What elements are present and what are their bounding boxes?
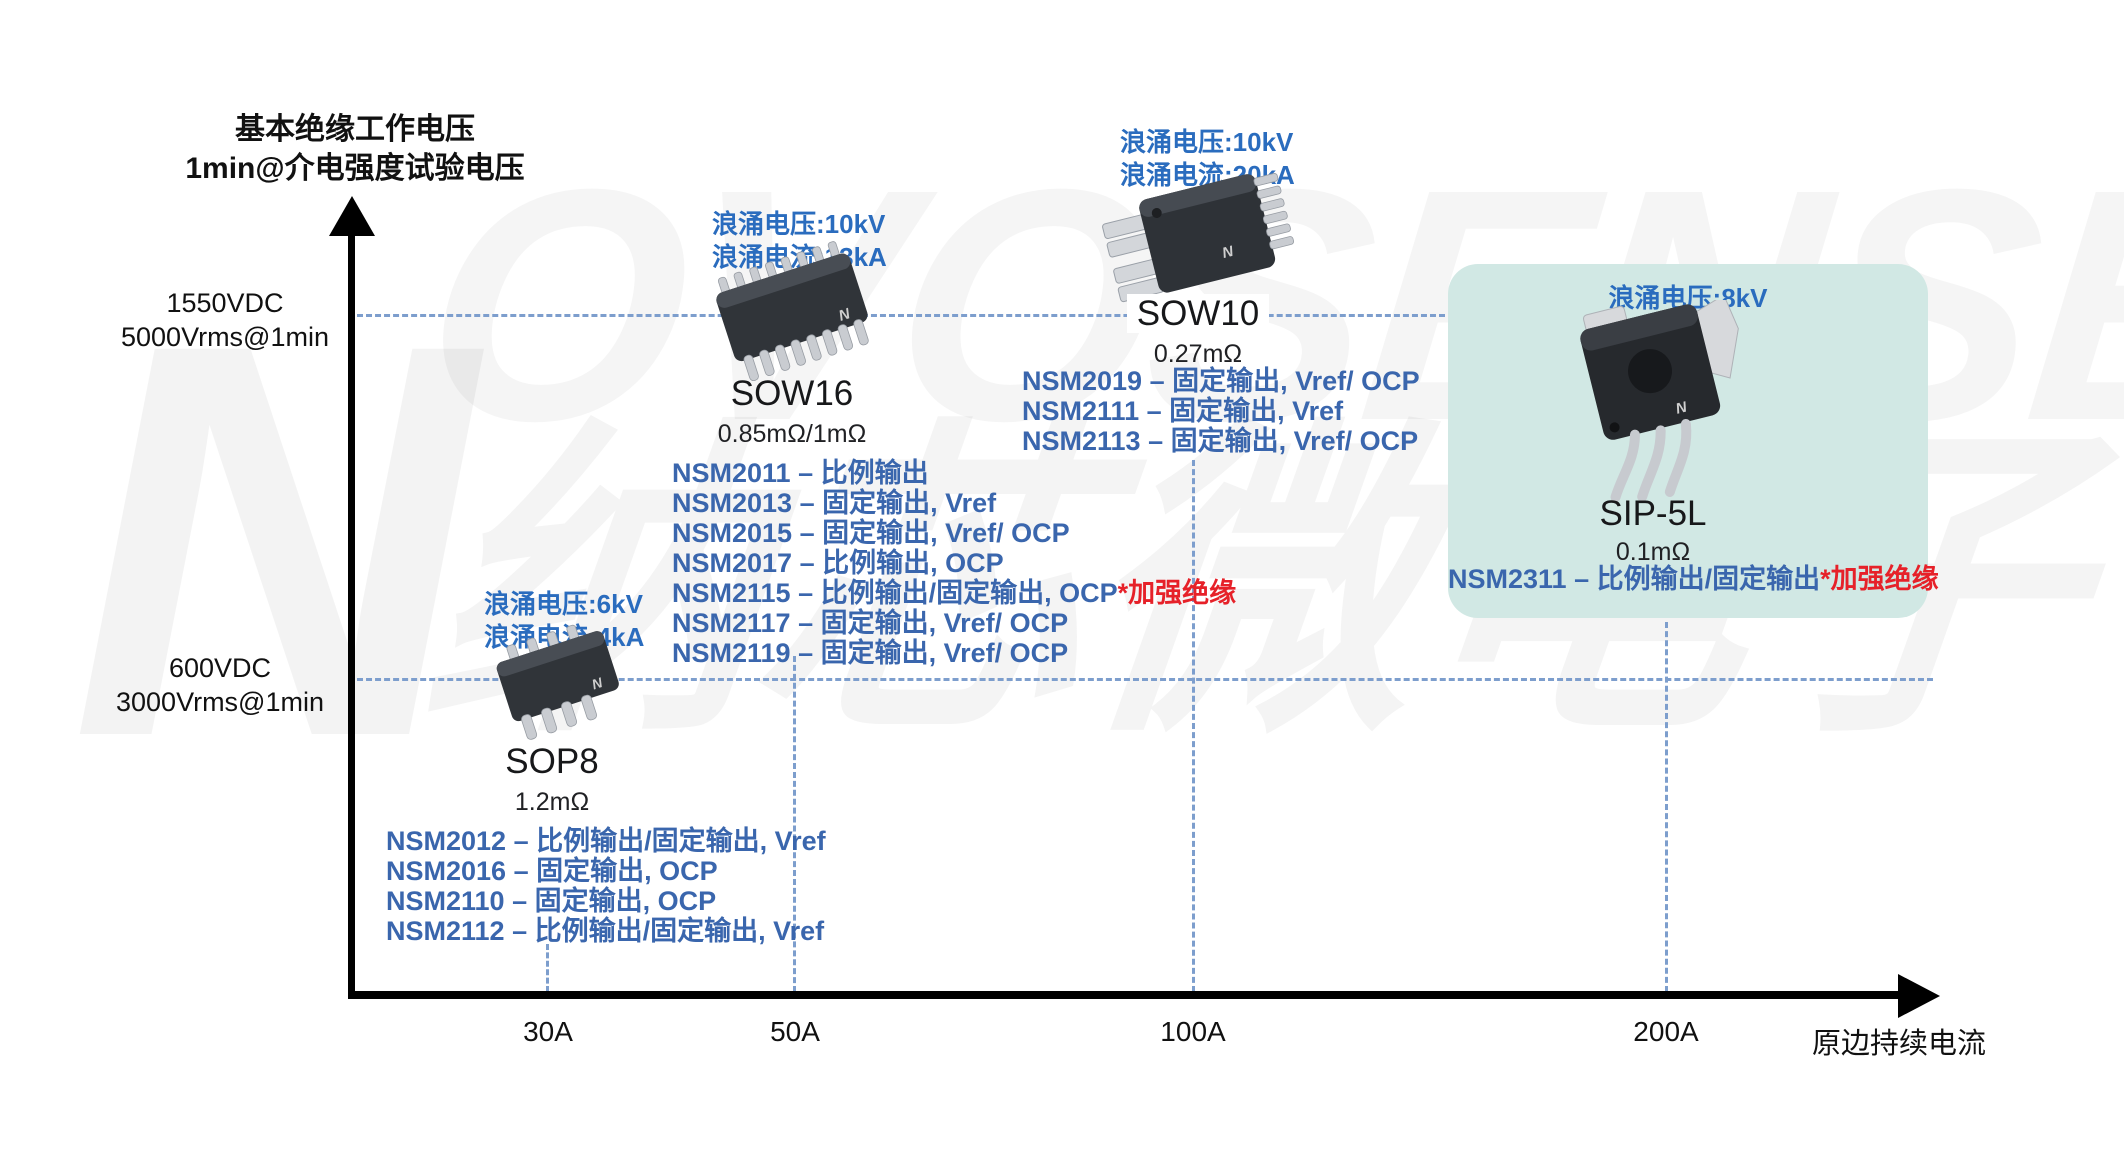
- dashed-line-600vdc: [357, 678, 1933, 681]
- part-row: NSM2013 – 固定输出, Vref: [672, 488, 1236, 518]
- dashed-line-1550vdc: [357, 314, 1445, 317]
- y-level-600vdc: 600VDC 3000Vrms@1min: [70, 651, 370, 719]
- part-row: NSM2015 – 固定输出, Vref/ OCP: [672, 518, 1236, 548]
- surge-voltage: 浪涌电压:6kV: [484, 589, 643, 619]
- part-row: NSM2117 – 固定输出, Vref/ OCP: [672, 608, 1236, 638]
- sow10-part-list: NSM2019 – 固定输出, Vref/ OCP NSM2111 – 固定输出…: [1022, 366, 1420, 456]
- x-axis-arrowhead: [1898, 974, 1940, 1018]
- sip5l-package-label: SIP-5L: [1599, 494, 1707, 533]
- part-row: NSM2017 – 比例输出, OCP: [672, 548, 1236, 578]
- part-text: NSM2111 – 固定输出, Vref: [1022, 396, 1344, 426]
- sow10-package-label: SOW10: [1088, 294, 1308, 334]
- dashed-line-30a: [546, 944, 549, 992]
- package-label-text: SOW10: [1126, 294, 1270, 333]
- part-text: NSM2011 – 比例输出: [672, 458, 929, 488]
- watermark-logo-n: N: [70, 227, 475, 853]
- part-text: NSM2119 – 固定输出, Vref/ OCP: [672, 638, 1069, 668]
- sip5l-resistance: 0.1mΩ: [1615, 538, 1691, 566]
- part-row: NSM2112 – 比例输出/固定输出, Vref: [386, 916, 826, 946]
- dashed-line-100a: [1192, 460, 1195, 992]
- part-row: NSM2113 – 固定输出, Vref/ OCP: [1022, 426, 1420, 456]
- part-text: NSM2019 – 固定输出, Vref/ OCP: [1022, 366, 1420, 396]
- x-tick-50a: 50A: [770, 1016, 820, 1047]
- sow10-resistance: 0.27mΩ: [1153, 340, 1243, 368]
- x-axis-line: [348, 991, 1904, 999]
- sop8-chip-image: N: [496, 624, 619, 740]
- part-row: NSM2311 – 比例输出/固定输出*加强绝缘: [1448, 564, 1939, 594]
- x-tick-100a: 100A: [1160, 1016, 1226, 1047]
- sop8-part-list: NSM2012 – 比例输出/固定输出, Vref NSM2016 – 固定输出…: [386, 826, 826, 946]
- part-row: NSM2115 – 比例输出/固定输出, OCP*加强绝缘: [672, 578, 1236, 608]
- y-level-sublabel: 5000Vrms@1min: [121, 322, 329, 352]
- sop8-resistance: 1.2mΩ: [514, 788, 590, 816]
- y-level-label: 1550VDC: [166, 288, 284, 318]
- dashed-line-50a: [793, 656, 796, 992]
- part-text: NSM2110 – 固定输出, OCP: [386, 886, 717, 916]
- sow16-package-label: SOW16: [730, 374, 854, 413]
- part-text: NSM2117 – 固定输出, Vref/ OCP: [672, 608, 1069, 638]
- part-text: NSM2015 – 固定输出, Vref/ OCP: [672, 518, 1070, 548]
- sop8-package-label: SOP8: [505, 742, 599, 781]
- part-row: NSM2012 – 比例输出/固定输出, Vref: [386, 826, 826, 856]
- part-text: NSM2113 – 固定输出, Vref/ OCP: [1022, 426, 1419, 456]
- y-axis-line: [348, 230, 355, 998]
- dashed-line-200a: [1665, 622, 1668, 992]
- sow10-surge-annotation: 浪涌电压:10kV 浪涌电流:20kA: [1120, 126, 1295, 192]
- part-row: NSM2011 – 比例输出: [672, 458, 1236, 488]
- part-row: NSM2111 – 固定输出, Vref: [1022, 396, 1420, 426]
- x-tick-30a: 30A: [523, 1016, 573, 1047]
- part-red-note: *加强绝缘: [1117, 578, 1237, 608]
- sow10-chip-image: N: [1102, 173, 1295, 303]
- y-level-1550vdc: 1550VDC 5000Vrms@1min: [80, 286, 370, 354]
- y-axis-title: 基本绝缘工作电压 1min@介电强度试验电压: [105, 110, 605, 188]
- surge-voltage: 浪涌电压:10kV: [712, 209, 886, 239]
- part-row: NSM2110 – 固定输出, OCP: [386, 886, 826, 916]
- part-text: NSM2311 – 比例输出/固定输出: [1448, 564, 1821, 594]
- sow16-part-list: NSM2011 – 比例输出 NSM2013 – 固定输出, Vref NSM2…: [672, 458, 1236, 668]
- part-text: NSM2115 – 比例输出/固定输出, OCP: [672, 578, 1118, 608]
- sow16-surge-annotation: 浪涌电压:10kV 浪涌电流:13kA: [712, 208, 887, 274]
- y-level-label: 600VDC: [168, 653, 272, 683]
- sip5l-chip-image: N: [1580, 300, 1739, 503]
- sow16-resistance: 0.85mΩ/1mΩ: [717, 420, 867, 448]
- y-axis-title-line2: 1min@介电强度试验电压: [185, 152, 525, 185]
- sow16-chip-image: N: [716, 241, 869, 382]
- y-level-sublabel: 3000Vrms@1min: [116, 687, 324, 717]
- part-text: NSM2013 – 固定输出, Vref: [672, 488, 997, 518]
- x-tick-200a: 200A: [1633, 1016, 1699, 1047]
- sip5l-part-list: NSM2311 – 比例输出/固定输出*加强绝缘: [1448, 564, 1939, 594]
- part-red-note: *加强绝缘: [1820, 564, 1939, 594]
- part-text: NSM2012 – 比例输出/固定输出, Vref: [386, 826, 826, 856]
- part-text: NSM2112 – 比例输出/固定输出, Vref: [386, 916, 825, 946]
- part-row: NSM2119 – 固定输出, Vref/ OCP: [672, 638, 1236, 668]
- y-axis-title-line1: 基本绝缘工作电压: [235, 113, 475, 146]
- part-text: NSM2017 – 比例输出, OCP: [672, 548, 1004, 578]
- x-axis-title: 原边持续电流: [1812, 1028, 1987, 1060]
- part-row: NSM2016 – 固定输出, OCP: [386, 856, 826, 886]
- surge-voltage: 浪涌电压:10kV: [1120, 127, 1294, 157]
- part-text: NSM2016 – 固定输出, OCP: [386, 856, 718, 886]
- y-axis-arrowhead: [329, 196, 375, 236]
- part-row: NSM2019 – 固定输出, Vref/ OCP: [1022, 366, 1420, 396]
